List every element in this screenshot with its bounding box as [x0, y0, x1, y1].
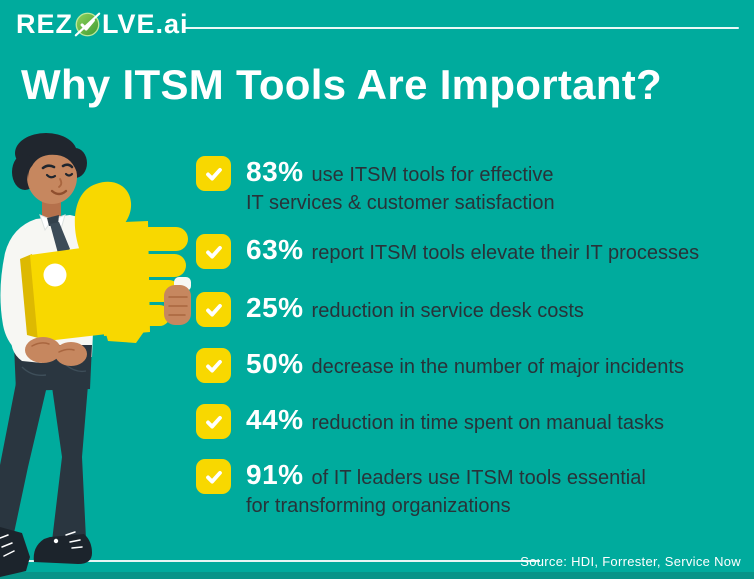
stat-description: reduction in service desk costs: [311, 300, 584, 322]
stat-percent: 44%: [246, 404, 304, 435]
stat-percent: 63%: [246, 234, 304, 265]
source-attribution: Source: HDI, Forrester, Service Now: [520, 554, 741, 569]
stat-description: decrease in the number of major incident…: [311, 356, 684, 378]
check-icon: [196, 459, 231, 494]
check-icon: [196, 234, 231, 269]
check-icon: [196, 156, 231, 191]
stat-percent: 91%: [246, 459, 304, 490]
thumbs-up-man-illustration: [0, 133, 191, 577]
stat-percent: 83%: [246, 156, 304, 187]
footer-divider: [0, 560, 540, 562]
header-divider: [184, 27, 739, 29]
stat-description: use ITSM tools for effective IT services…: [246, 164, 555, 214]
check-icon: [196, 348, 231, 383]
logo-text-domain: .ai: [155, 9, 189, 39]
stat-percent: 25%: [246, 292, 304, 323]
stat-item: 44% reduction in time spent on manual tas…: [196, 404, 741, 439]
logo-text-prefix: REZ: [16, 9, 73, 39]
stat-description: report ITSM tools elevate their IT proce…: [311, 242, 700, 264]
check-icon: [196, 404, 231, 439]
stat-item: 63% report ITSM tools elevate their IT pr…: [196, 234, 741, 269]
logo-check-circle-icon: [74, 11, 101, 38]
stat-item: 91% of IT leaders use ITSM tools essentia…: [196, 459, 741, 520]
stat-description: reduction in time spent on manual tasks: [311, 412, 664, 434]
bottom-accent-bar: [0, 572, 754, 579]
stat-item: 50% decrease in the number of major incid…: [196, 348, 741, 383]
stat-description: of IT leaders use ITSM tools essential f…: [246, 467, 646, 517]
stat-percent: 50%: [246, 348, 304, 379]
rezolve-logo: REZ LVE .ai: [16, 9, 189, 40]
stat-item: 83% use ITSM tools for effective IT servi…: [196, 156, 741, 217]
check-icon: [196, 292, 231, 327]
stat-item: 25% reduction in service desk costs: [196, 292, 741, 327]
page-title: Why ITSM Tools Are Important?: [21, 61, 663, 108]
logo-text-mid: LVE: [102, 9, 156, 39]
